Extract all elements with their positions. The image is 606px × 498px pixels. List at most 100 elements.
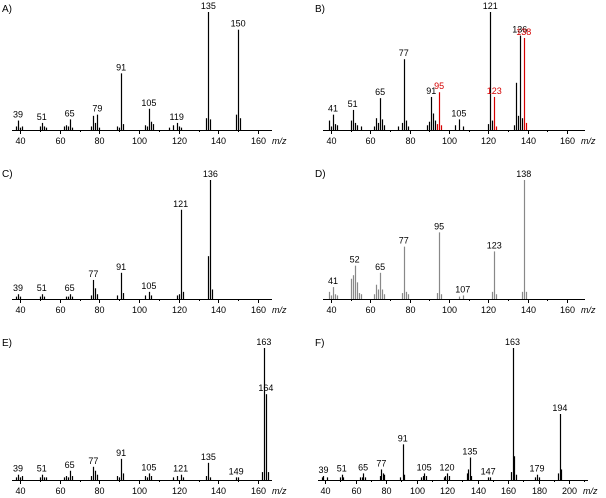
x-tick-label: 140 <box>211 486 226 496</box>
x-tick-label: 60 <box>365 136 375 146</box>
x-tick-label: 160 <box>251 486 266 496</box>
panel-c: C) 40 60 80 100 120 140 160 m/z 39 51 65 77 91 105 121 1… <box>2 169 287 315</box>
x-tick-label: 80 <box>381 486 391 496</box>
x-tick-label: 80 <box>405 136 415 146</box>
x-tick-label: 60 <box>55 136 65 146</box>
peak-label: 91 <box>116 262 126 272</box>
panel-a: A) 40 60 80 100 120 140 160 m/z 39 51 65 79 91 105 119 1… <box>2 1 287 146</box>
x-tick-label: 100 <box>132 305 147 315</box>
peak-label: 119 <box>170 112 184 122</box>
peak-label: 41 <box>328 276 338 286</box>
x-tick-label: 120 <box>172 136 187 146</box>
x-tick-label: 120 <box>172 305 187 315</box>
peak-label: 77 <box>88 269 98 279</box>
peak-label: 150 <box>231 19 246 29</box>
peak-label: 105 <box>141 281 156 291</box>
peak-label: 105 <box>141 98 156 108</box>
x-tick-label: 80 <box>94 305 104 315</box>
x-tick-label: 120 <box>481 305 496 315</box>
x-tick-label: 160 <box>560 305 575 315</box>
peak-label: 51 <box>337 464 347 474</box>
peak-label: 65 <box>65 108 75 118</box>
x-tick-label: 160 <box>501 486 516 496</box>
x-tick-label: 120 <box>172 486 187 496</box>
x-tick-label: 160 <box>560 136 575 146</box>
x-tick-label: 40 <box>320 486 330 496</box>
x-tick-label: 40 <box>326 305 336 315</box>
peak-label: 77 <box>399 48 409 58</box>
panel-label: D) <box>315 169 326 180</box>
x-axis-unit: m/z <box>581 136 596 146</box>
x-tick-label: 140 <box>211 136 226 146</box>
x-tick-label: 120 <box>481 136 496 146</box>
peak-label: 77 <box>88 456 98 466</box>
peak-label: 91 <box>398 433 408 443</box>
x-tick-label: 140 <box>211 305 226 315</box>
peak-label: 123 <box>487 86 502 96</box>
peak-label: 41 <box>328 104 338 114</box>
x-tick-label: 100 <box>410 486 425 496</box>
panel-label: A) <box>2 4 12 15</box>
peak-label: 51 <box>37 464 47 474</box>
x-tick-label: 100 <box>442 305 457 315</box>
x-tick-label: 60 <box>365 305 375 315</box>
peak-label: 39 <box>13 283 23 293</box>
peak-label: 147 <box>481 466 496 476</box>
peak-label: 107 <box>455 284 470 294</box>
peak-label: 79 <box>92 104 102 114</box>
x-tick-label: 60 <box>351 486 361 496</box>
x-tick-label: 140 <box>521 136 536 146</box>
panel-label: C) <box>2 169 13 180</box>
x-tick-label: 140 <box>471 486 486 496</box>
x-tick-label: 160 <box>251 305 266 315</box>
peak-label: 135 <box>462 447 477 457</box>
peak-label: 65 <box>358 462 368 472</box>
peak-label: 51 <box>37 283 47 293</box>
peak-label: 65 <box>65 283 75 293</box>
panel-label: B) <box>315 4 325 15</box>
x-tick-label: 140 <box>521 305 536 315</box>
peak-label: 121 <box>173 199 188 209</box>
peak-label: 120 <box>439 462 454 472</box>
peak-label: 135 <box>201 1 216 11</box>
peak-label: 123 <box>487 240 502 250</box>
peak-label: 95 <box>434 221 444 231</box>
panel-e: E) 40 60 80 100 120 140 160 m/z 39 51 65 77 91 105 121 1… <box>2 337 287 496</box>
panel-label: F) <box>315 338 324 349</box>
x-tick-label: 120 <box>440 486 455 496</box>
peak-label: 39 <box>13 110 23 120</box>
peak-label: 138 <box>516 169 531 179</box>
peak-label: 65 <box>375 87 385 97</box>
x-tick-label: 100 <box>442 136 457 146</box>
x-tick-label: 80 <box>94 486 104 496</box>
peak-label: 163 <box>256 337 271 347</box>
panel-d: D) 40 60 80 100 120 140 160 m/z 41 52 65 77 95 107 123 1… <box>315 169 596 315</box>
x-axis-unit: m/z <box>272 136 287 146</box>
panel-f: F) 40 60 80 100 120 140 160 180 200 m/z 39 51 65 77 91 1… <box>315 337 598 496</box>
x-tick-label: 60 <box>55 486 65 496</box>
x-tick-label: 40 <box>15 305 25 315</box>
peak-label: 121 <box>173 464 188 474</box>
x-axis-unit: m/z <box>581 305 596 315</box>
peak-label: 164 <box>258 383 273 393</box>
x-axis-unit: m/z <box>272 486 287 496</box>
peak-label: 136 <box>203 169 218 179</box>
x-tick-label: 80 <box>94 136 104 146</box>
peak-label: 136 <box>512 25 527 35</box>
peak-label: 51 <box>348 99 358 109</box>
peak-label: 194 <box>552 403 567 413</box>
peak-label: 135 <box>201 452 216 462</box>
x-tick-label: 100 <box>132 136 147 146</box>
peak-label: 138 <box>516 27 531 37</box>
peak-label: 39 <box>13 464 23 474</box>
peak-label: 105 <box>451 108 466 118</box>
peak-label: 39 <box>318 465 328 475</box>
x-axis-unit: m/z <box>272 305 287 315</box>
panel-label: E) <box>2 338 12 349</box>
peak-label: 95 <box>434 81 444 91</box>
peak-label: 179 <box>529 464 544 474</box>
peak-label: 91 <box>426 86 436 96</box>
x-tick-label: 60 <box>55 305 65 315</box>
